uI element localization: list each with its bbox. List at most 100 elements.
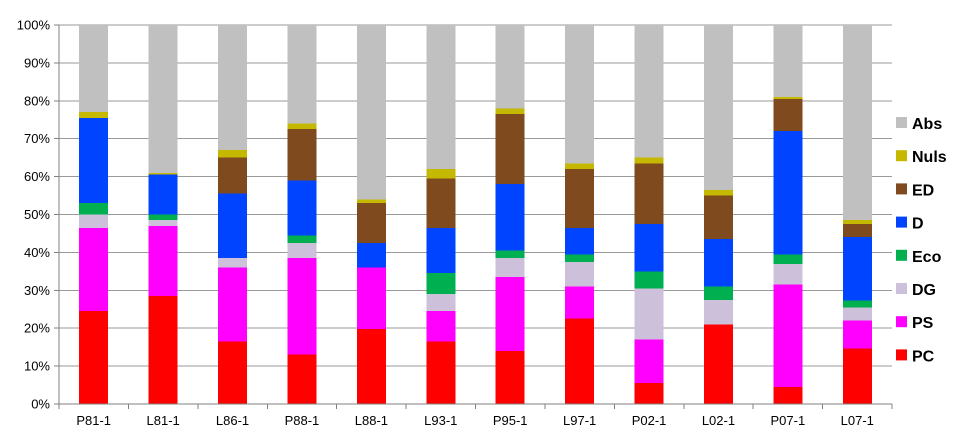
bar-segment-nuls bbox=[842, 220, 872, 224]
x-tick-label: P81-1 bbox=[76, 413, 111, 428]
legend-label-abs: Abs bbox=[912, 116, 942, 133]
bar-segment-dg bbox=[495, 258, 525, 278]
y-tick-label: 80% bbox=[24, 93, 50, 108]
bar-segment-pc bbox=[79, 311, 109, 404]
bar-segment-ed bbox=[287, 129, 317, 181]
bar-segment-dg bbox=[634, 288, 664, 340]
bar-segment-nuls bbox=[148, 172, 178, 175]
x-tick-label: P95-1 bbox=[493, 413, 528, 428]
bar-segment-abs bbox=[703, 25, 733, 190]
bar-segment-nuls bbox=[426, 169, 456, 179]
y-tick-label: 0% bbox=[31, 397, 50, 412]
bar-segment-ed bbox=[703, 195, 733, 240]
bar-segment-ps bbox=[356, 267, 386, 329]
bar-segment-ps bbox=[148, 225, 178, 296]
bar-segment-pc bbox=[842, 348, 872, 404]
bar-segment-dg bbox=[148, 220, 178, 226]
bar-segment-dg bbox=[842, 307, 872, 321]
bar-segment-abs bbox=[148, 25, 178, 173]
bar-segment-ps bbox=[842, 320, 872, 349]
bar-segment-ps bbox=[287, 258, 317, 355]
legend-swatch-ps bbox=[896, 316, 907, 328]
legend: Abs Nuls ED D Eco DG PS PC bbox=[896, 116, 947, 365]
bar-segment-ps bbox=[426, 311, 456, 342]
bar-segment-eco bbox=[842, 300, 872, 308]
legend-swatch-pc bbox=[896, 349, 907, 361]
bar-segment-d bbox=[148, 174, 178, 215]
bar-segment-abs bbox=[356, 25, 386, 200]
bar-segment-d bbox=[287, 180, 317, 236]
bar-segment-d bbox=[842, 237, 872, 301]
bar-segment-nuls bbox=[565, 163, 595, 170]
bar-segment-dg bbox=[565, 261, 595, 287]
bar-segment-eco bbox=[703, 286, 733, 300]
legend-swatch-d bbox=[896, 216, 907, 228]
legend-label-pc: PC bbox=[912, 348, 935, 365]
bar-segment-d bbox=[495, 184, 525, 251]
legend-swatch-nuls bbox=[896, 150, 907, 162]
bar-segment-ps bbox=[79, 227, 109, 312]
bar-segment-abs bbox=[218, 25, 248, 151]
bar-segment-nuls bbox=[703, 189, 733, 196]
bar-segment-ed bbox=[426, 178, 456, 228]
bar-segment-ed bbox=[356, 203, 386, 243]
bar-segment-dg bbox=[287, 242, 317, 259]
x-tick-label: L93-1 bbox=[424, 413, 457, 428]
x-tick-label: L88-1 bbox=[355, 413, 388, 428]
x-tick-label: L07-1 bbox=[841, 413, 874, 428]
bar-segment-d bbox=[634, 223, 664, 272]
x-tick-label: L97-1 bbox=[563, 413, 596, 428]
legend-swatch-ed bbox=[896, 183, 907, 195]
y-tick-label: 50% bbox=[24, 207, 50, 222]
bar-segment-nuls bbox=[79, 112, 109, 118]
legend-label-d: D bbox=[912, 216, 924, 233]
gridlines bbox=[59, 24, 892, 405]
bar-segment-dg bbox=[703, 299, 733, 325]
bar-segment-ed bbox=[495, 114, 525, 185]
y-tick-label: 90% bbox=[24, 55, 50, 70]
y-tick-label: 70% bbox=[24, 131, 50, 146]
y-tick-label: 40% bbox=[24, 245, 50, 260]
y-tick-label: 100% bbox=[17, 18, 51, 33]
bar-segment-abs bbox=[842, 25, 872, 221]
x-tick-label: P07-1 bbox=[771, 413, 806, 428]
bar-segment-d bbox=[218, 193, 248, 259]
bar-segment-abs bbox=[287, 25, 317, 124]
legend-label-eco: Eco bbox=[912, 249, 942, 266]
bar-segment-dg bbox=[218, 258, 248, 268]
legend-label-dg: DG bbox=[912, 282, 936, 299]
bar-segment-eco bbox=[148, 214, 178, 221]
x-tick-label: P88-1 bbox=[285, 413, 320, 428]
bar-segment-eco bbox=[495, 250, 525, 259]
legend-label-nuls: Nuls bbox=[912, 149, 947, 166]
bar-segment-pc bbox=[773, 386, 803, 404]
y-tick-label: 10% bbox=[24, 359, 50, 374]
bar-segment-dg bbox=[426, 294, 456, 312]
legend-label-ed: ED bbox=[912, 182, 934, 199]
y-tick-label: 20% bbox=[24, 321, 50, 336]
bar-segment-ed bbox=[565, 169, 595, 228]
bar-segment-pc bbox=[565, 318, 595, 404]
bar-segment-ed bbox=[218, 157, 248, 194]
bar-segment-ps bbox=[634, 339, 664, 384]
bar-segment-pc bbox=[495, 350, 525, 404]
x-tick-label: P02-1 bbox=[632, 413, 667, 428]
bar-segment-d bbox=[426, 227, 456, 274]
bar-segment-abs bbox=[565, 25, 595, 164]
bar-segment-ed bbox=[773, 98, 803, 132]
bar-segment-abs bbox=[495, 25, 525, 109]
axes: 0% 10% 20% 30% 40% 50% 60% 70% 80% 90% 100% P81-1 L8… bbox=[17, 18, 893, 428]
bar-segment-d bbox=[703, 239, 733, 287]
bar-segment-dg bbox=[773, 263, 803, 285]
bar-segment-ed bbox=[634, 163, 664, 224]
legend-swatch-abs bbox=[896, 117, 907, 128]
bar-segment-nuls bbox=[773, 97, 803, 99]
bar-segment-nuls bbox=[495, 108, 525, 115]
bar-segment-pc bbox=[148, 295, 178, 404]
bar-segment-pc bbox=[356, 328, 386, 404]
bar-segment-d bbox=[79, 117, 109, 204]
x-tick-label: L86-1 bbox=[216, 413, 249, 428]
bar-segment-eco bbox=[426, 273, 456, 295]
